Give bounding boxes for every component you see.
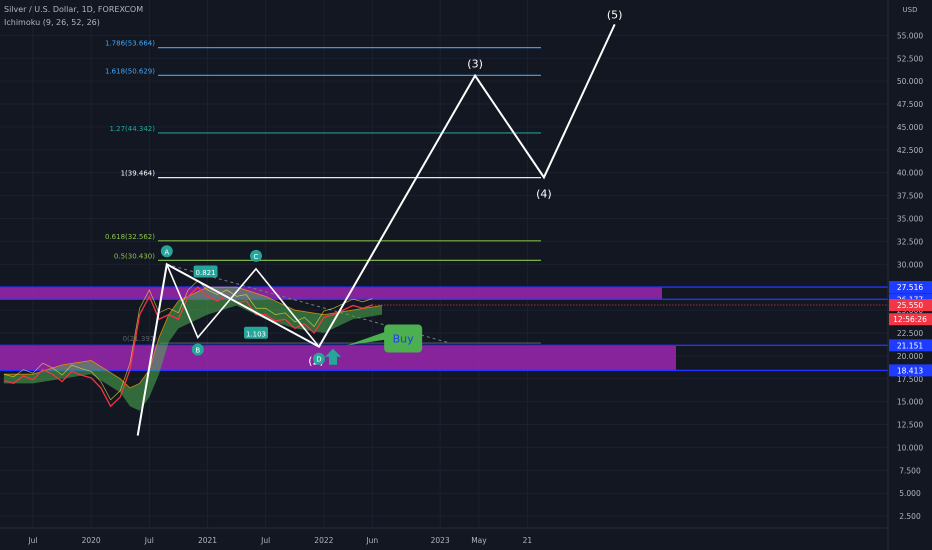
fib-level-label: 1(39.464) — [121, 170, 156, 178]
pattern-point-marker[interactable] — [191, 343, 204, 356]
price-axis-tick: 10.000 — [897, 443, 923, 452]
wave-label: (4) — [536, 187, 552, 200]
wave-label: (3) — [467, 58, 483, 71]
fib-level-label: 0.5(30.430) — [114, 252, 155, 260]
price-axis-marker — [889, 313, 932, 326]
pattern-ratio-label: 0.821 — [196, 269, 216, 277]
pattern-point-label: C — [254, 253, 259, 261]
price-axis-tick: 32.500 — [897, 237, 923, 246]
price-axis-tick: 22.500 — [897, 329, 923, 338]
time-axis-tick: Jul — [260, 536, 270, 545]
price-axis-tick: 45.000 — [897, 123, 923, 132]
time-axis-tick: 2023 — [431, 536, 450, 545]
time-axis-tick: 2020 — [82, 536, 101, 545]
buy-callout-box[interactable] — [384, 324, 423, 353]
pattern-point-label: A — [164, 248, 169, 256]
ichimoku-cloud — [3, 287, 383, 411]
symbol-title: Silver / U.S. Dollar, 1D, FOREXCOM — [4, 5, 144, 14]
indicator-legend: Ichimoku (9, 26, 52, 26) — [4, 18, 100, 27]
price-axis-marker — [889, 364, 932, 377]
time-axis-tick: 2022 — [314, 536, 333, 545]
time-axis-tick: Jun — [365, 536, 378, 545]
pattern-line[interactable] — [166, 263, 320, 348]
price-axis-marker — [889, 339, 932, 352]
price-axis-tick: 35.000 — [897, 215, 923, 224]
time-axis-tick: 21 — [523, 536, 533, 545]
price-axis-currency: USD — [903, 6, 918, 14]
price-axis-tick: 2.500 — [899, 512, 921, 521]
price-axis-tick: 17.500 — [897, 375, 923, 384]
support-resistance-zone[interactable] — [0, 287, 662, 300]
price-axis-marker-label: 25.550 — [897, 301, 923, 310]
price-axis-tick: 7.500 — [899, 466, 921, 475]
pattern-point-marker[interactable] — [313, 352, 326, 365]
price-axis-tick: 15.000 — [897, 398, 923, 407]
pattern-point-marker[interactable] — [160, 245, 173, 258]
buy-callout-label: Buy — [393, 333, 415, 346]
price-line[interactable] — [3, 286, 373, 408]
price-axis-marker-label: 27.516 — [897, 283, 923, 292]
pattern-ratio-box — [193, 265, 218, 278]
up-arrow-icon — [325, 348, 342, 365]
fib-level-label: 1.618(50.629) — [105, 67, 155, 75]
price-axis-tick: 12.500 — [897, 421, 923, 430]
pattern-point-label: D — [316, 356, 321, 364]
time-axis-tick: 2021 — [198, 536, 217, 545]
price-axis-marker — [889, 299, 932, 312]
price-axis-marker-label: 12:56:26 — [893, 315, 927, 324]
pattern-point-label: B — [195, 347, 200, 355]
pattern-ratio-label: 1.103 — [246, 330, 266, 338]
price-axis-tick: 50.000 — [897, 77, 923, 86]
time-axis-tick: Jul — [144, 536, 154, 545]
pattern-ratio-box — [243, 326, 268, 339]
price-axis-tick: 5.000 — [899, 489, 921, 498]
ichimoku-kijun-line — [3, 286, 383, 389]
price-axis-marker-label: 21.151 — [897, 341, 923, 350]
fib-level-label: 1.27(44.342) — [109, 125, 155, 133]
fib-level-label: 0(21.397) — [123, 335, 158, 343]
price-axis-tick: 20.000 — [897, 352, 923, 361]
price-axis-tick: 37.500 — [897, 192, 923, 201]
ichimoku-tenkan-line — [3, 280, 373, 401]
time-axis-tick: May — [471, 536, 487, 545]
fib-level-label: 1.786(53.664) — [105, 40, 155, 48]
buy-arrow-tail — [346, 331, 387, 346]
price-axis-marker — [889, 281, 932, 294]
wave-label: (5) — [607, 8, 623, 21]
price-axis-marker-label: 18.413 — [897, 366, 923, 375]
price-axis-tick: 30.000 — [897, 260, 923, 269]
elliott-wave-line[interactable] — [136, 23, 616, 436]
price-axis-tick: 52.500 — [897, 54, 923, 63]
support-resistance-zone[interactable] — [0, 345, 676, 371]
price-axis-tick: 55.000 — [897, 31, 923, 40]
fib-level-label: 0.618(32.562) — [105, 233, 155, 241]
price-axis-tick: 47.500 — [897, 100, 923, 109]
price-axis-tick: 42.500 — [897, 146, 923, 155]
price-axis-tick: 40.000 — [897, 169, 923, 178]
time-axis-tick: Jul — [27, 536, 37, 545]
pattern-point-marker[interactable] — [249, 249, 262, 262]
